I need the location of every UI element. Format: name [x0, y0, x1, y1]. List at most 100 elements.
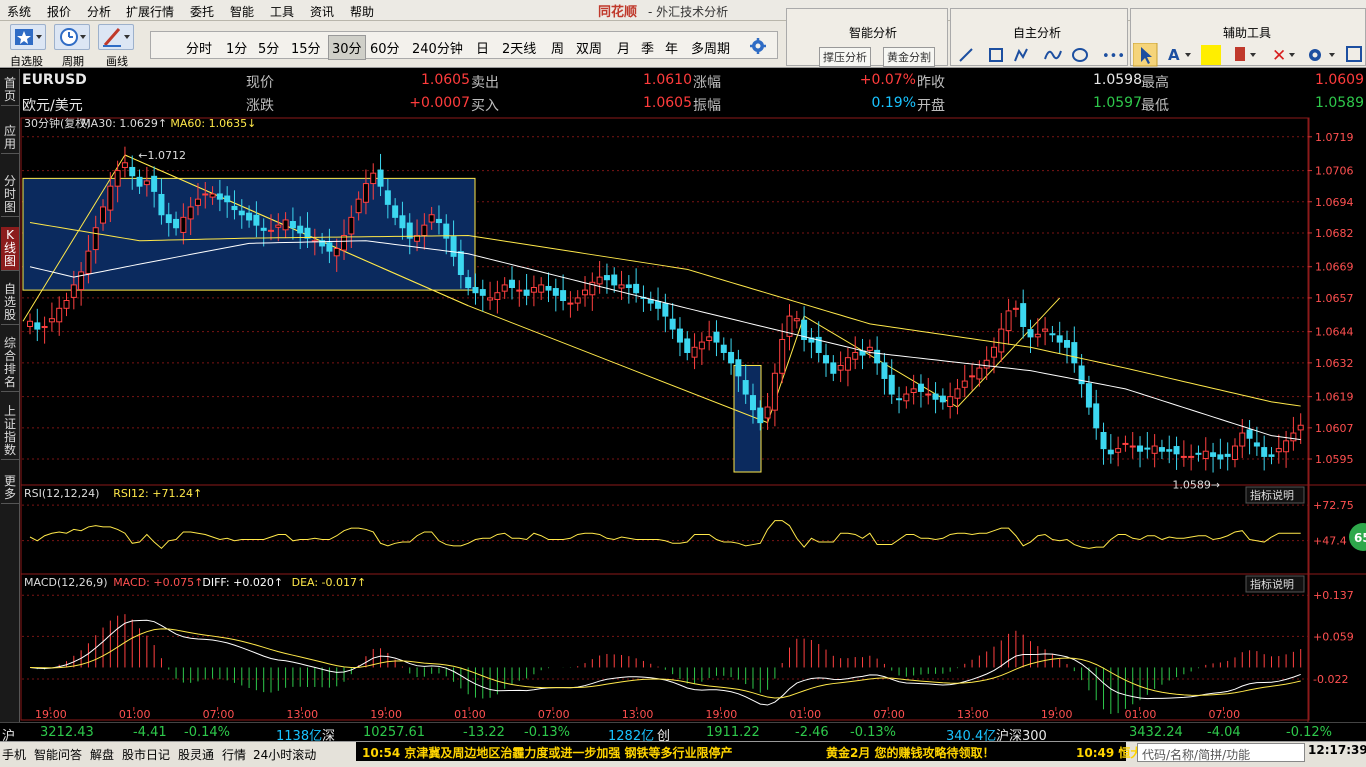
watchlist-icon[interactable] — [10, 24, 46, 50]
candle-body — [1129, 445, 1136, 448]
news-item[interactable]: 10:49 恒大 — [1076, 746, 1143, 760]
candle-body — [1217, 454, 1224, 460]
candle-body — [63, 300, 70, 309]
period-clock-icon[interactable] — [54, 24, 90, 50]
tab-gulingtong[interactable]: 股灵通 — [178, 748, 215, 762]
period-month[interactable]: 月 — [617, 42, 631, 57]
candle-body — [896, 398, 903, 401]
menu-analysis[interactable]: 分析 — [87, 5, 112, 19]
menu-help[interactable]: 帮助 — [350, 5, 375, 19]
period-60min[interactable]: 60分 — [370, 42, 400, 57]
tab-mobile[interactable]: 手机 — [2, 748, 27, 762]
period-settings-icon[interactable] — [749, 37, 767, 58]
x-tick-label: 19:00 — [370, 708, 402, 721]
tab-quotes[interactable]: 行情 — [222, 748, 247, 762]
candle-body — [1195, 452, 1202, 455]
tab-24h[interactable]: 24小时滚动 — [253, 748, 317, 762]
period-1min[interactable]: 1分 — [226, 42, 248, 57]
candle-body — [874, 349, 881, 364]
golden-split-button[interactable]: 黄金分割 — [883, 47, 935, 67]
period-5min[interactable]: 5分 — [258, 42, 280, 57]
tab-analysis[interactable]: 解盘 — [90, 748, 115, 762]
symbol-code: EURUSD — [22, 72, 87, 88]
period-240min[interactable]: 240分钟 — [412, 42, 463, 57]
candle-body — [589, 281, 596, 296]
candle-body — [260, 227, 267, 231]
menu-news[interactable]: 资讯 — [310, 5, 335, 19]
period-30min[interactable]: 30分 — [328, 35, 366, 60]
period-day[interactable]: 日 — [476, 42, 490, 57]
candle-body — [954, 388, 961, 399]
menu-system[interactable]: 系统 — [7, 5, 32, 19]
candle-body — [786, 315, 793, 337]
nav-home[interactable]: 首页 — [1, 75, 19, 106]
self-analysis-title: 自主分析 — [1013, 26, 1062, 40]
period-year[interactable]: 年 — [665, 42, 679, 57]
menu-smart[interactable]: 智能 — [230, 5, 255, 19]
rsi-tick-label: +47.4 — [1313, 535, 1347, 548]
candle-body — [764, 406, 771, 419]
menu-quote[interactable]: 报价 — [47, 5, 72, 19]
candle-body — [618, 284, 625, 289]
period-2day[interactable]: 2天线 — [502, 42, 537, 57]
cy-amount: 340.4亿 — [946, 729, 997, 744]
candle-body — [771, 372, 778, 411]
segment-tool-icon — [959, 48, 973, 62]
period-15min[interactable]: 15分 — [291, 42, 321, 57]
label-bid: 买入 — [471, 98, 499, 114]
nav-sh-index[interactable]: 上证指数 — [1, 403, 19, 460]
hs300-value: 3432.24 — [1129, 725, 1183, 740]
news-ticker[interactable]: 10:54 京津冀及周边地区治霾力度或进一步加强 钢铁等多行业限停产 黄金2月 … — [356, 742, 1142, 761]
news-item[interactable]: 黄金2月 您的赚钱攻略待领取！ — [826, 746, 995, 760]
diff-line — [29, 619, 1301, 706]
candle-body — [545, 285, 552, 291]
main-legend: MA60: 1.0635↓ — [170, 117, 256, 130]
period-week[interactable]: 周 — [551, 42, 565, 57]
candle-body — [1005, 310, 1012, 332]
menu-extended-quote[interactable]: 扩展行情 — [126, 5, 175, 19]
sz-value: 10257.61 — [363, 725, 426, 740]
news-item[interactable]: 10:54 京津冀及周边地区治霾力度或进一步加强 钢铁等多行业限停产 — [362, 746, 733, 760]
candle-body — [114, 170, 121, 187]
nav-ranking[interactable]: 综合排名 — [1, 335, 19, 392]
self-analysis-panel: 自主分析 ••• — [950, 8, 1128, 66]
candle-body — [852, 351, 859, 360]
macd-legend: MACD(12,26,9) — [24, 576, 108, 589]
chart-area[interactable]: 1.0719 1.0706 1.0694 1.0682 1.0669 1.0657 1.06… — [20, 117, 1366, 722]
sh-pct: -0.14% — [184, 725, 230, 740]
candle-body — [78, 271, 85, 291]
dea-line — [29, 628, 1301, 699]
nav-watchlist[interactable]: 自选股 — [1, 281, 19, 325]
candle-body — [567, 302, 574, 305]
support-resistance-button[interactable]: 撑压分析 — [819, 47, 871, 67]
fill-color-icon — [1201, 45, 1221, 65]
period-quarter[interactable]: 季 — [641, 42, 655, 57]
code-search-input[interactable]: 代码/名称/简拼/功能 — [1137, 743, 1305, 762]
period-biweek[interactable]: 双周 — [576, 42, 603, 57]
tab-smart-qa[interactable]: 智能问答 — [34, 748, 83, 762]
candle-body — [1239, 432, 1246, 447]
nav-more[interactable]: 更多 — [1, 473, 19, 504]
draw-line-icon[interactable] — [98, 24, 134, 50]
bottom-bar: 手机 智能问答 解盘 股市日记 股灵通 行情 24小时滚动 10:54 京津冀及… — [0, 741, 1366, 767]
candle-body — [1246, 429, 1253, 439]
tab-diary[interactable]: 股市日记 — [122, 748, 171, 762]
label-amplitude: 振幅 — [693, 98, 721, 114]
period-tick[interactable]: 分时 — [186, 42, 213, 57]
candle-body — [1173, 446, 1180, 455]
nav-kline[interactable]: K线图 — [1, 227, 19, 271]
candle-body — [1056, 335, 1063, 343]
nav-timeshare[interactable]: 分时图 — [1, 173, 19, 217]
candle-body — [165, 214, 172, 224]
y-tick-label: 1.0595 — [1315, 453, 1354, 466]
sz-amount: 1282亿 — [608, 729, 655, 744]
candle-body — [267, 229, 274, 232]
label-prev-close: 昨收 — [917, 75, 945, 91]
menu-tools[interactable]: 工具 — [270, 5, 295, 19]
aux-tools-panel: 辅助工具 A ✕ — [1130, 8, 1366, 67]
nav-apps[interactable]: 应用 — [1, 123, 19, 154]
menu-trade[interactable]: 委托 — [190, 5, 215, 19]
candle-body — [180, 216, 187, 233]
period-multi[interactable]: 多周期 — [691, 42, 731, 57]
candle-body — [1268, 454, 1275, 457]
